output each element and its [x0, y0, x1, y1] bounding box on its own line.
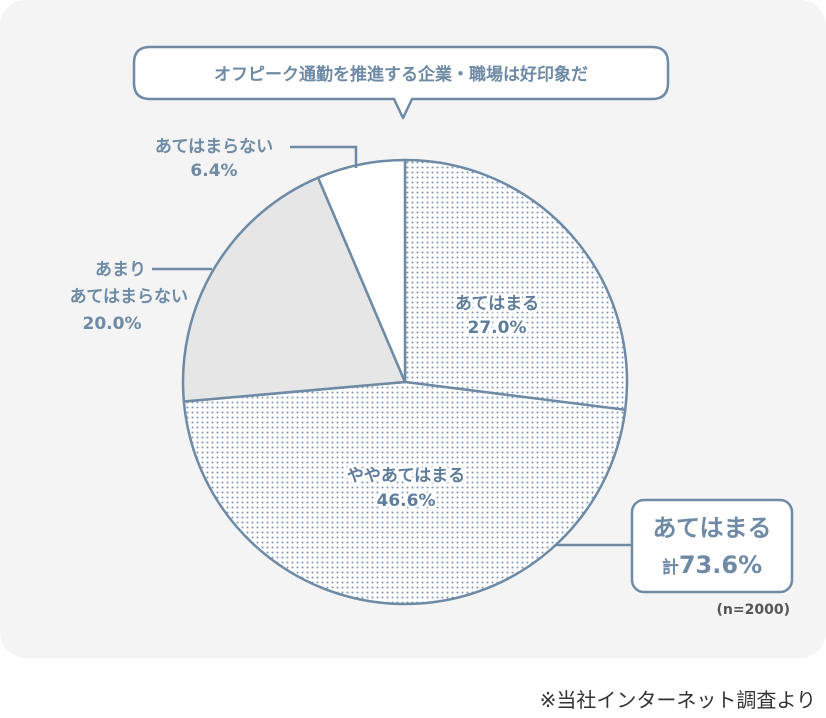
slice-atehamaru [403, 158, 629, 412]
slice-value-yaya-atehamaru: 46.6% [377, 491, 436, 511]
slice-atehamaranai [316, 158, 407, 384]
sample-size-label: (n=2000) [717, 602, 790, 618]
title-bubble-shape [132, 45, 670, 120]
total-callout-value: 計73.6% [662, 551, 762, 579]
slice-label-amari-line2: あてはまらない [70, 287, 188, 307]
source-note: ※当社インターネット調査より [539, 688, 816, 712]
total-callout-label: あてはまる [652, 514, 771, 542]
total-prefix: 計 [662, 557, 679, 578]
slice-label-atehamaru: あてはまる [455, 294, 539, 314]
slice-label-amari-line1: あまり [95, 260, 146, 280]
slice-value-amari: 20.0% [83, 314, 142, 334]
chart-title: オフピーク通勤を推進する企業・職場は好印象だ [214, 64, 588, 85]
slice-label-yaya-atehamaru: ややあてはまる [347, 466, 465, 486]
total-callout: あてはまる 計73.6% [630, 498, 794, 594]
total-value: 73.6% [679, 551, 762, 579]
slice-value-atehamaranai: 6.4% [190, 161, 237, 181]
leader-line-atehamaranai [290, 145, 358, 168]
slice-yaya-atehamaru [182, 380, 627, 606]
title-bubble: オフピーク通勤を推進する企業・職場は好印象だ [132, 45, 670, 120]
total-callout-box [630, 498, 794, 594]
pie-slices [181, 158, 629, 606]
slice-amari-atehamaranai [181, 176, 407, 403]
slice-label-atehamaranai: あてはまらない [155, 137, 273, 157]
slice-value-atehamaru: 27.0% [468, 318, 527, 338]
